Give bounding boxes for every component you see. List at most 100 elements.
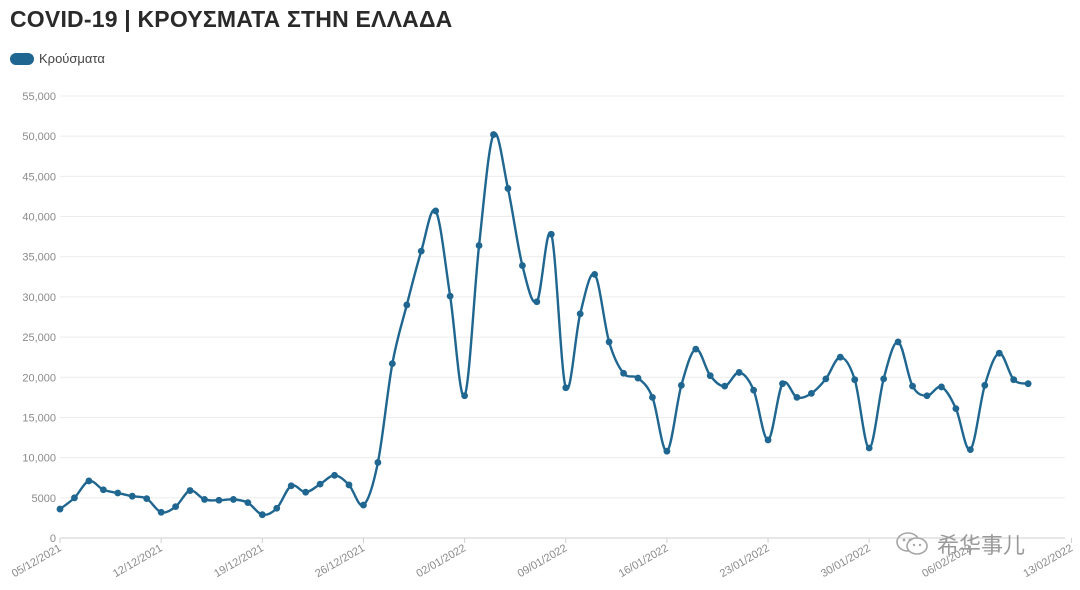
data-point[interactable] (374, 459, 382, 466)
data-point[interactable] (576, 310, 584, 318)
legend-label: Κρούσματα (39, 51, 105, 66)
data-point[interactable] (475, 242, 483, 249)
data-point[interactable] (143, 495, 151, 503)
data-point[interactable] (663, 447, 671, 455)
y-tick-label: 35,000 (22, 252, 56, 264)
watermark-text: 希华事儿 (937, 534, 1026, 559)
y-tick-label: 55,000 (22, 91, 56, 103)
data-point[interactable] (779, 380, 786, 388)
data-point[interactable] (894, 338, 902, 346)
data-point[interactable] (432, 207, 440, 215)
data-point[interactable] (273, 504, 281, 512)
x-tick-label: 30/01/2022 (819, 542, 873, 580)
data-point[interactable] (677, 381, 685, 389)
data-point[interactable] (186, 487, 194, 494)
data-point[interactable] (981, 381, 989, 389)
data-point[interactable] (923, 392, 931, 400)
x-tick-label: 13/02/2022 (1021, 542, 1075, 580)
x-tick-label: 23/01/2022 (718, 542, 772, 580)
chat-bubble-icon (896, 532, 928, 555)
data-point[interactable] (995, 349, 1003, 357)
data-point[interactable] (461, 392, 468, 400)
legend: Κρούσματα (10, 51, 105, 66)
data-point[interactable] (865, 444, 873, 452)
data-point[interactable] (966, 446, 974, 453)
data-point[interactable] (504, 185, 512, 192)
data-points (56, 131, 1032, 519)
y-tick-label: 45,000 (22, 171, 56, 183)
data-point[interactable] (1010, 376, 1018, 384)
watermark: 希华事儿 (895, 528, 1025, 560)
x-tick-label: 02/01/2022 (414, 542, 468, 580)
legend-swatch (10, 52, 34, 65)
data-point[interactable] (172, 503, 180, 511)
data-point[interactable] (230, 496, 237, 503)
data-point[interactable] (851, 376, 859, 384)
data-point[interactable] (547, 230, 555, 238)
x-tick-label: 12/12/2021 (111, 542, 165, 580)
data-point[interactable] (938, 383, 945, 391)
data-point[interactable] (302, 488, 310, 496)
data-point[interactable] (692, 345, 700, 353)
gridlines (60, 95, 1065, 539)
y-axis: 0 5000 10,000 15,000 20,000 25,000 30,000 35,00… (22, 91, 56, 545)
x-tick-label: 09/01/2022 (516, 542, 570, 580)
data-point[interactable] (735, 369, 743, 376)
data-point[interactable] (446, 292, 454, 300)
data-point[interactable] (793, 393, 801, 401)
data-point[interactable] (331, 471, 338, 479)
data-point[interactable] (114, 489, 122, 497)
x-tick-label: 05/12/2021 (10, 542, 64, 580)
x-tick-label: 26/12/2021 (313, 542, 367, 580)
data-point[interactable] (360, 501, 367, 509)
data-point[interactable] (808, 389, 815, 397)
data-point[interactable] (417, 247, 425, 255)
y-tick-label: 40,000 (22, 212, 56, 224)
chart-title: COVID-19 | ΚΡΟΥΣΜΑΤΑ ΣΤΗΝ ΕΛΛΑΔΑ (10, 6, 453, 32)
data-point[interactable] (99, 486, 107, 494)
y-tick-label: 15,000 (22, 412, 56, 424)
data-point[interactable] (706, 372, 714, 380)
data-point[interactable] (533, 298, 541, 306)
y-tick-label: 10,000 (22, 453, 56, 465)
data-point[interactable] (952, 405, 960, 413)
data-point[interactable] (56, 505, 64, 513)
data-point[interactable] (388, 360, 396, 368)
y-tick-label: 20,000 (22, 372, 56, 384)
data-point[interactable] (258, 511, 266, 519)
data-point[interactable] (287, 482, 295, 490)
data-point[interactable] (490, 131, 497, 138)
data-point[interactable] (764, 436, 772, 444)
data-point[interactable] (157, 508, 165, 516)
data-point[interactable] (1024, 380, 1032, 388)
data-point[interactable] (721, 382, 729, 390)
data-point[interactable] (519, 262, 526, 269)
data-point[interactable] (562, 384, 570, 392)
data-point[interactable] (244, 499, 252, 507)
data-point[interactable] (345, 481, 353, 489)
y-tick-label: 50,000 (22, 131, 56, 143)
data-point[interactable] (215, 496, 223, 504)
data-point[interactable] (316, 480, 324, 488)
data-point[interactable] (909, 382, 916, 390)
data-point[interactable] (71, 494, 78, 502)
y-tick-label: 30,000 (22, 292, 56, 304)
x-tick-label: 16/01/2022 (617, 542, 671, 580)
data-point[interactable] (201, 496, 208, 503)
data-point[interactable] (605, 338, 613, 346)
data-point[interactable] (880, 375, 888, 383)
data-point[interactable] (836, 353, 844, 361)
data-point[interactable] (750, 386, 757, 394)
y-tick-label: 25,000 (22, 332, 56, 344)
y-tick-label: 0 (50, 533, 56, 545)
data-point[interactable] (128, 492, 136, 500)
data-point[interactable] (634, 374, 642, 382)
data-point[interactable] (620, 369, 627, 377)
x-tick-label: 19/12/2021 (212, 542, 266, 580)
data-point[interactable] (822, 375, 830, 383)
data-point[interactable] (403, 301, 411, 309)
data-point[interactable] (591, 271, 599, 278)
data-point[interactable] (85, 477, 93, 485)
data-point[interactable] (649, 393, 656, 401)
